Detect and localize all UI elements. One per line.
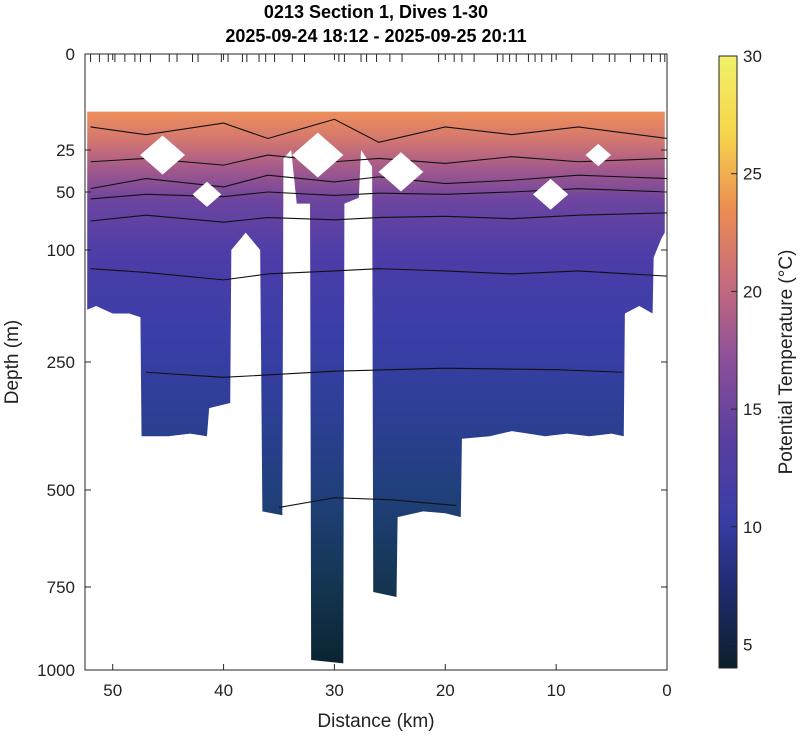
chart-title: 0213 Section 1, Dives 1-30 [264, 2, 488, 22]
y-tick-label: 750 [47, 578, 75, 597]
data-gaps [140, 132, 612, 210]
x-axis-ticks: 50 40 30 20 10 0 [103, 54, 672, 700]
temperature-field [87, 111, 665, 664]
colorbar-tick-label: 20 [743, 282, 762, 301]
colorbar-tick-label: 15 [743, 400, 762, 419]
plot-area [87, 111, 667, 664]
x-tick-label: 0 [662, 681, 671, 700]
y-axis-label: Depth (m) [2, 320, 23, 404]
colorbar-ticks: 5 10 15 20 25 30 [731, 47, 762, 654]
data-gap-6 [585, 143, 612, 167]
data-gap-5 [533, 178, 569, 210]
isotherm-3 [90, 174, 667, 190]
isotherm-5 [90, 212, 667, 223]
y-axis-ticks: 0 25 50 100 250 500 750 1000 [37, 45, 667, 680]
y-tick-label: 50 [56, 183, 75, 202]
colorbar: 5 10 15 20 25 30 Potential Temperature (°C) [718, 47, 797, 669]
colorbar-label: Potential Temperature (°C) [776, 250, 797, 475]
chart-subtitle: 2025-09-24 18:12 - 2025-09-25 20:11 [225, 26, 526, 46]
data-gap-3 [378, 152, 424, 192]
y-tick-label: 250 [47, 353, 75, 372]
y-tick-label: 100 [47, 241, 75, 260]
colorbar-tick-label: 10 [743, 518, 762, 537]
x-tick-label: 30 [325, 681, 344, 700]
isotherm-1 [90, 118, 667, 143]
isotherm-6 [90, 268, 667, 281]
colorbar-gradient [718, 55, 738, 669]
data-gap-4 [192, 181, 222, 207]
y-tick-label: 500 [47, 481, 75, 500]
y-tick-label: 0 [66, 45, 75, 64]
colorbar-tick-label: 30 [743, 47, 762, 66]
x-tick-label: 20 [436, 681, 455, 700]
colorbar-tick-label: 5 [743, 635, 752, 654]
data-gap-2 [292, 132, 344, 178]
y-tick-label: 1000 [37, 661, 75, 680]
x-tick-label: 10 [547, 681, 566, 700]
isotherm-7 [145, 367, 623, 378]
x-tick-label: 50 [103, 681, 122, 700]
dive-profile-ticks [90, 54, 666, 62]
data-gap-1 [140, 135, 185, 175]
x-tick-label: 40 [214, 681, 233, 700]
isotherm-8 [278, 497, 457, 509]
isotherm-2 [90, 154, 667, 166]
y-tick-label: 25 [56, 141, 75, 160]
x-axis-label: Distance (km) [317, 711, 434, 732]
colorbar-tick-label: 25 [743, 165, 762, 184]
isotherm-contours [90, 118, 667, 509]
